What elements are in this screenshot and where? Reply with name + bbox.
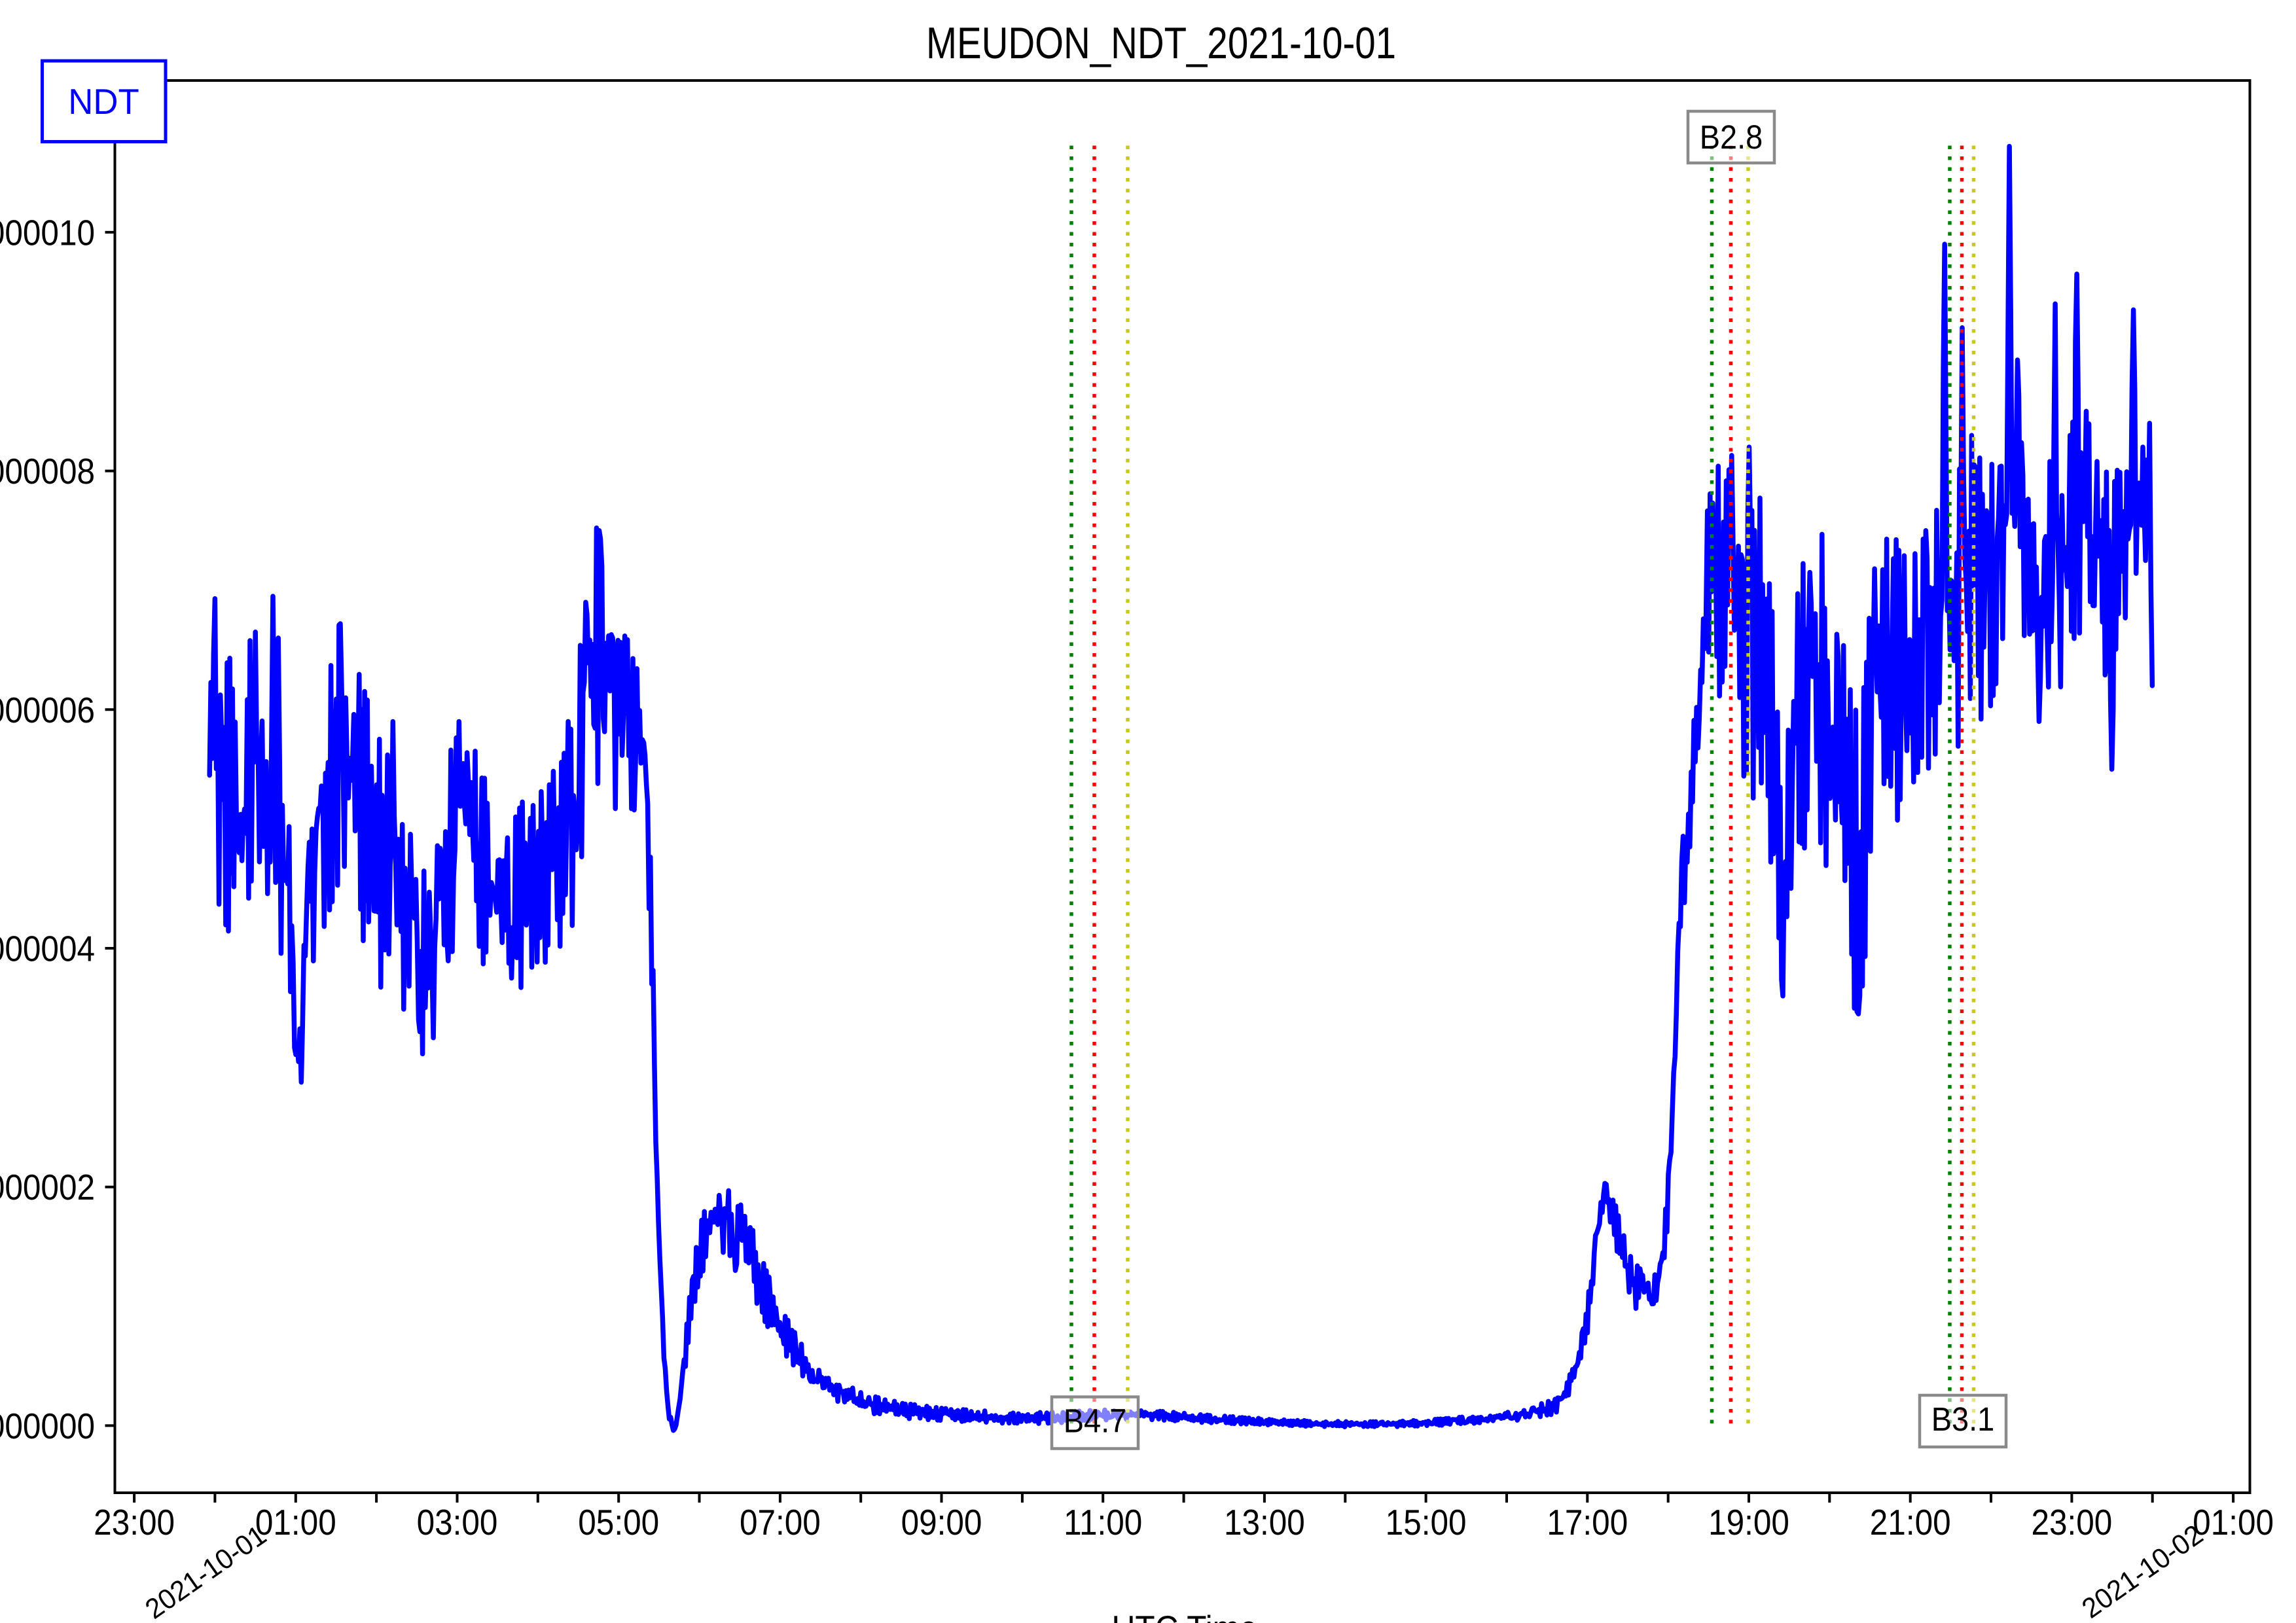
svg-text:UTC Time: UTC Time xyxy=(1112,1609,1258,1623)
svg-text:07:00: 07:00 xyxy=(740,1503,821,1543)
svg-text:01:00: 01:00 xyxy=(2193,1503,2274,1543)
svg-text:0.000010: 0.000010 xyxy=(0,213,95,253)
svg-text:0.000008: 0.000008 xyxy=(0,452,95,492)
svg-text:23:00: 23:00 xyxy=(2031,1503,2112,1543)
svg-text:B2.8: B2.8 xyxy=(1700,119,1763,156)
svg-text:0.000004: 0.000004 xyxy=(0,929,95,969)
svg-text:0.000006: 0.000006 xyxy=(0,690,95,730)
svg-text:17:00: 17:00 xyxy=(1547,1503,1628,1543)
svg-text:09:00: 09:00 xyxy=(901,1503,982,1543)
svg-text:MEUDON_NDT_2021-10-01: MEUDON_NDT_2021-10-01 xyxy=(926,18,1396,68)
svg-text:19:00: 19:00 xyxy=(1708,1503,1789,1543)
svg-text:21:00: 21:00 xyxy=(1870,1503,1951,1543)
svg-text:B3.1: B3.1 xyxy=(1931,1401,1995,1438)
svg-text:11:00: 11:00 xyxy=(1064,1503,1142,1543)
svg-text:NDT: NDT xyxy=(68,82,139,122)
svg-text:05:00: 05:00 xyxy=(578,1503,659,1543)
svg-text:23:00: 23:00 xyxy=(94,1503,175,1543)
svg-text:B4.7: B4.7 xyxy=(1064,1403,1127,1440)
svg-text:03:00: 03:00 xyxy=(417,1503,498,1543)
svg-text:01:00: 01:00 xyxy=(255,1503,336,1543)
svg-text:13:00: 13:00 xyxy=(1224,1503,1305,1543)
svg-text:15:00: 15:00 xyxy=(1386,1503,1467,1543)
